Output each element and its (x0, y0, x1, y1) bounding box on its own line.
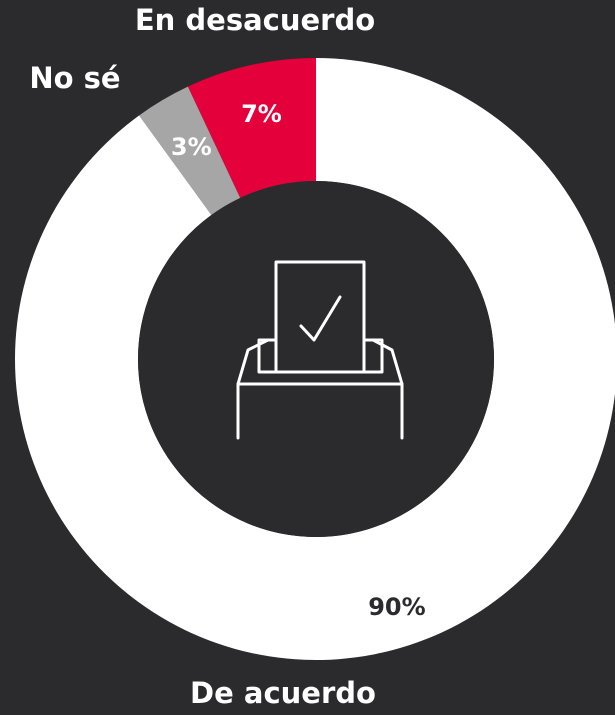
value-label: 3% (171, 133, 212, 161)
value-label: 90% (368, 593, 425, 621)
slice (139, 86, 241, 215)
slice (15, 58, 615, 660)
category-label: De acuerdo (190, 676, 376, 710)
category-label: No sé (29, 61, 120, 95)
slice (187, 58, 316, 198)
ballot-icon (236, 260, 404, 440)
value-label: 7% (241, 100, 282, 128)
category-label: En desacuerdo (135, 3, 375, 37)
